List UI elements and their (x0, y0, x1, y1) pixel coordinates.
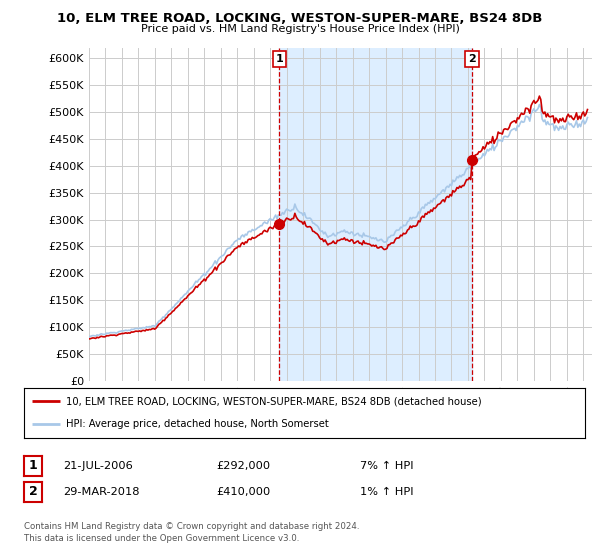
Text: 1: 1 (29, 459, 37, 473)
Text: 10, ELM TREE ROAD, LOCKING, WESTON-SUPER-MARE, BS24 8DB: 10, ELM TREE ROAD, LOCKING, WESTON-SUPER… (58, 12, 542, 25)
Text: £292,000: £292,000 (216, 461, 270, 471)
Text: 29-MAR-2018: 29-MAR-2018 (63, 487, 139, 497)
Text: HPI: Average price, detached house, North Somerset: HPI: Average price, detached house, Nort… (66, 419, 329, 430)
Bar (279, 48, 472, 381)
Text: 1: 1 (275, 54, 283, 64)
Text: Price paid vs. HM Land Registry's House Price Index (HPI): Price paid vs. HM Land Registry's House … (140, 24, 460, 34)
Text: £410,000: £410,000 (216, 487, 270, 497)
Text: 7% ↑ HPI: 7% ↑ HPI (360, 461, 413, 471)
Text: 2: 2 (468, 54, 476, 64)
Text: 1% ↑ HPI: 1% ↑ HPI (360, 487, 413, 497)
Text: 21-JUL-2006: 21-JUL-2006 (63, 461, 133, 471)
Text: Contains HM Land Registry data © Crown copyright and database right 2024.
This d: Contains HM Land Registry data © Crown c… (24, 522, 359, 543)
Text: 10, ELM TREE ROAD, LOCKING, WESTON-SUPER-MARE, BS24 8DB (detached house): 10, ELM TREE ROAD, LOCKING, WESTON-SUPER… (66, 396, 482, 406)
Text: 2: 2 (29, 485, 37, 498)
